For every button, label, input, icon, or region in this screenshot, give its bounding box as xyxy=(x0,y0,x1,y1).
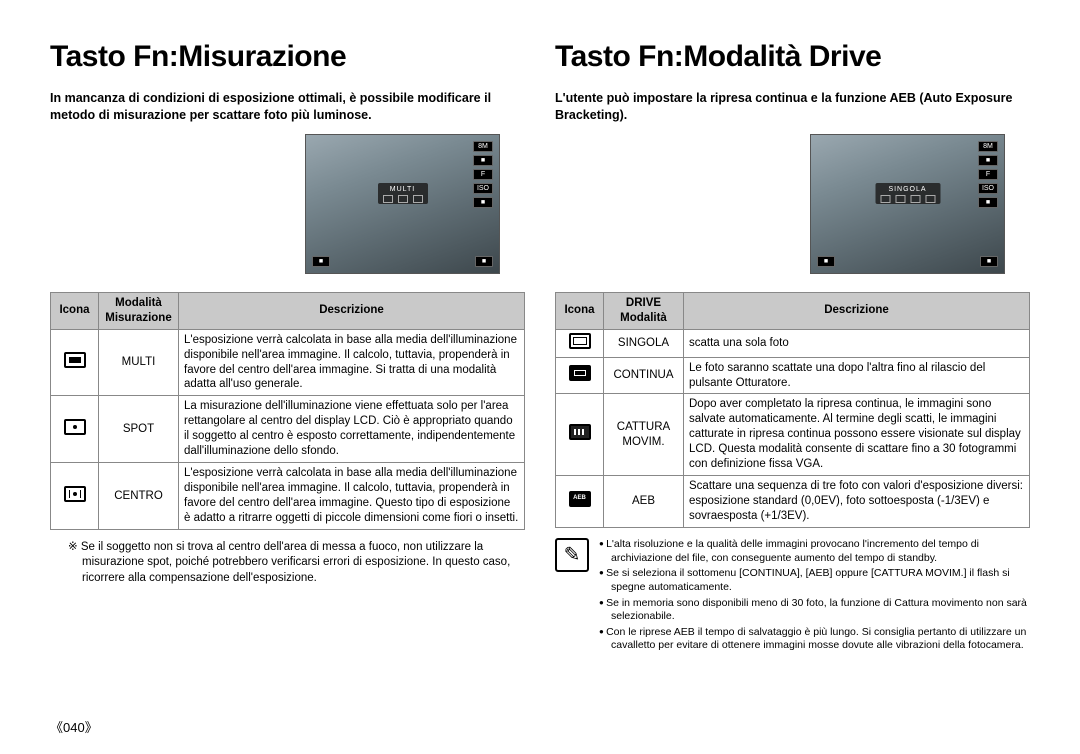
th-desc: Descrizione xyxy=(179,292,525,329)
th-icon: Icona xyxy=(556,292,604,329)
osd-badge: ISO xyxy=(473,183,493,194)
osd-badge: F xyxy=(473,169,493,180)
left-column: Tasto Fn:Misurazione In mancanza di cond… xyxy=(50,40,525,655)
osd-bar-icons xyxy=(880,195,935,203)
right-intro: L'utente può impostare la ripresa contin… xyxy=(555,90,1030,124)
osd-right-badges: 8M ■ F ISO ■ xyxy=(978,141,998,208)
note-item: L'alta risoluzione e la qualità delle im… xyxy=(599,538,1030,565)
mode-cell: CATTURA MOVIM. xyxy=(604,394,684,476)
mode-cell: CENTRO xyxy=(99,463,179,530)
metering-table: Icona Modalità Misurazione Descrizione M… xyxy=(50,292,525,530)
pencil-note-icon xyxy=(555,538,589,572)
icon-cell xyxy=(51,396,99,463)
left-camera-screenshot: 8M ■ F ISO ■ MULTI ■ ■ xyxy=(305,134,500,274)
table-row: AEBScattare una sequenza di tre foto con… xyxy=(556,476,1030,528)
icon-cell xyxy=(556,476,604,528)
icon-cell xyxy=(51,329,99,396)
osd-badge: ■ xyxy=(978,197,998,208)
osd-right-badges: 8M ■ F ISO ■ xyxy=(473,141,493,208)
osd-badge: ISO xyxy=(978,183,998,194)
th-desc: Descrizione xyxy=(684,292,1030,329)
osd-badge: ■ xyxy=(980,256,998,267)
osd-badge: ■ xyxy=(312,256,330,267)
osd-badge: 8M xyxy=(473,141,493,152)
note-box: L'alta risoluzione e la qualità delle im… xyxy=(555,538,1030,655)
note-item: Se in memoria sono disponibili meno di 3… xyxy=(599,597,1030,624)
drive-continuous-icon xyxy=(569,365,591,381)
osd-badge: ■ xyxy=(475,256,493,267)
mode-cell: SPOT xyxy=(99,396,179,463)
desc-cell: Le foto saranno scattate una dopo l'altr… xyxy=(684,357,1030,394)
osd-badge: 8M xyxy=(978,141,998,152)
table-row: CONTINUALe foto saranno scattate una dop… xyxy=(556,357,1030,394)
metering-dot-icon xyxy=(64,419,86,435)
page-number: 《040》 xyxy=(50,717,98,736)
note-item: Con le riprese AEB il tempo di salvatagg… xyxy=(599,626,1030,653)
desc-cell: Dopo aver completato la ripresa continua… xyxy=(684,394,1030,476)
mode-cell: CONTINUA xyxy=(604,357,684,394)
icon-cell xyxy=(556,357,604,394)
left-footnote: ※ Se il soggetto non si trova al centro … xyxy=(50,540,525,587)
left-screenshot-wrap: 8M ■ F ISO ■ MULTI ■ ■ xyxy=(50,134,525,274)
osd-bottom: ■ ■ xyxy=(811,256,1004,267)
mode-cell: AEB xyxy=(604,476,684,528)
osd-badge: ■ xyxy=(817,256,835,267)
osd-center-bar: MULTI xyxy=(378,183,428,204)
table-row: CATTURA MOVIM.Dopo aver completato la ri… xyxy=(556,394,1030,476)
osd-bar-label: SINGOLA xyxy=(880,186,935,193)
drive-motion-icon xyxy=(569,424,591,440)
th-icon: Icona xyxy=(51,292,99,329)
drive-aeb-icon xyxy=(569,491,591,507)
table-row: MULTIL'esposizione verrà calcolata in ba… xyxy=(51,329,525,396)
desc-cell: Scattare una sequenza di tre foto con va… xyxy=(684,476,1030,528)
mode-cell: MULTI xyxy=(99,329,179,396)
desc-cell: L'esposizione verrà calcolata in base al… xyxy=(179,463,525,530)
osd-badge: ■ xyxy=(978,155,998,166)
left-intro: In mancanza di condizioni di esposizione… xyxy=(50,90,525,124)
osd-bottom: ■ ■ xyxy=(306,256,499,267)
th-mode: DRIVE Modalità xyxy=(604,292,684,329)
osd-bar-icons xyxy=(383,195,423,203)
right-screenshot-wrap: 8M ■ F ISO ■ SINGOLA ■ ■ xyxy=(555,134,1030,274)
table-row: SINGOLAscatta una sola foto xyxy=(556,329,1030,357)
osd-bar-label: MULTI xyxy=(383,186,423,193)
left-title: Tasto Fn:Misurazione xyxy=(50,40,525,74)
th-mode: Modalità Misurazione xyxy=(99,292,179,329)
osd-center-bar: SINGOLA xyxy=(875,183,940,204)
desc-cell: La misurazione dell'illuminazione viene … xyxy=(179,396,525,463)
manual-page: Tasto Fn:Misurazione In mancanza di cond… xyxy=(50,40,1030,655)
right-camera-screenshot: 8M ■ F ISO ■ SINGOLA ■ ■ xyxy=(810,134,1005,274)
osd-badge: ■ xyxy=(473,155,493,166)
right-column: Tasto Fn:Modalità Drive L'utente può imp… xyxy=(555,40,1030,655)
metering-filled-icon xyxy=(64,352,86,368)
table-row: CENTROL'esposizione verrà calcolata in b… xyxy=(51,463,525,530)
metering-center-icon xyxy=(64,486,86,502)
osd-badge: F xyxy=(978,169,998,180)
table-row: SPOTLa misurazione dell'illuminazione vi… xyxy=(51,396,525,463)
note-list: L'alta risoluzione e la qualità delle im… xyxy=(599,538,1030,655)
desc-cell: scatta una sola foto xyxy=(684,329,1030,357)
icon-cell xyxy=(556,329,604,357)
icon-cell xyxy=(51,463,99,530)
note-item: Se si seleziona il sottomenu [CONTINUA],… xyxy=(599,567,1030,594)
drive-single-icon xyxy=(569,333,591,349)
osd-badge: ■ xyxy=(473,197,493,208)
desc-cell: L'esposizione verrà calcolata in base al… xyxy=(179,329,525,396)
icon-cell xyxy=(556,394,604,476)
mode-cell: SINGOLA xyxy=(604,329,684,357)
right-title: Tasto Fn:Modalità Drive xyxy=(555,40,1030,74)
drive-table: Icona DRIVE Modalità Descrizione SINGOLA… xyxy=(555,292,1030,528)
